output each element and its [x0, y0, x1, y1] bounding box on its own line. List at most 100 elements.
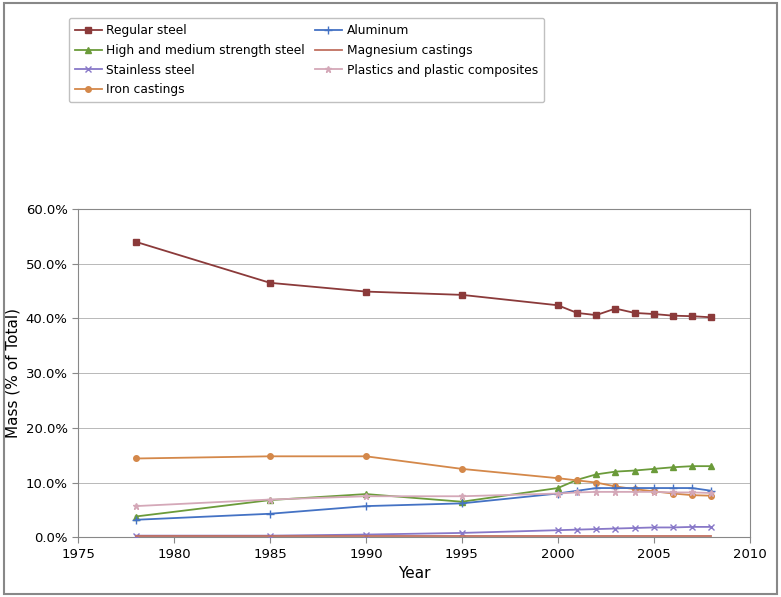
X-axis label: Year: Year — [398, 567, 430, 581]
High and medium strength steel — [457, 498, 466, 505]
Plastics and plastic composites — [687, 489, 697, 496]
Regular steel — [553, 301, 562, 309]
Aluminum — [687, 485, 697, 492]
Regular steel — [131, 238, 141, 245]
Regular steel — [362, 288, 371, 295]
Line: High and medium strength steel: High and medium strength steel — [133, 463, 714, 519]
Iron castings — [591, 479, 601, 486]
High and medium strength steel — [687, 463, 697, 470]
Iron castings — [649, 488, 658, 495]
Aluminum — [553, 490, 562, 497]
Line: Iron castings: Iron castings — [133, 454, 714, 498]
Iron castings — [669, 490, 678, 497]
Iron castings — [630, 485, 640, 493]
Legend: Regular steel, High and medium strength steel, Stainless steel, Iron castings, A: Regular steel, High and medium strength … — [69, 18, 544, 103]
Plastics and plastic composites — [707, 490, 716, 497]
Stainless steel — [572, 526, 582, 533]
Aluminum — [572, 487, 582, 494]
Magnesium castings — [707, 533, 716, 540]
Magnesium castings — [649, 533, 658, 540]
High and medium strength steel — [707, 463, 716, 470]
Plastics and plastic composites — [457, 493, 466, 500]
Regular steel — [707, 313, 716, 321]
Plastics and plastic composites — [630, 488, 640, 496]
Aluminum — [630, 485, 640, 492]
Magnesium castings — [630, 533, 640, 540]
Aluminum — [266, 510, 275, 518]
Stainless steel — [457, 530, 466, 537]
Stainless steel — [553, 527, 562, 534]
Magnesium castings — [362, 533, 371, 540]
Line: Regular steel: Regular steel — [133, 239, 714, 320]
Plastics and plastic composites — [649, 488, 658, 496]
Plastics and plastic composites — [362, 493, 371, 500]
Line: Plastics and plastic composites: Plastics and plastic composites — [132, 488, 715, 510]
Stainless steel — [362, 531, 371, 538]
Magnesium castings — [266, 533, 275, 540]
Iron castings — [362, 453, 371, 460]
Aluminum — [457, 500, 466, 507]
Magnesium castings — [572, 533, 582, 540]
Regular steel — [591, 312, 601, 319]
High and medium strength steel — [572, 476, 582, 484]
High and medium strength steel — [553, 485, 562, 492]
Line: Aluminum: Aluminum — [131, 484, 715, 524]
High and medium strength steel — [669, 464, 678, 471]
Regular steel — [266, 279, 275, 287]
Stainless steel — [131, 532, 141, 539]
Plastics and plastic composites — [572, 489, 582, 496]
Magnesium castings — [591, 533, 601, 540]
Regular steel — [572, 309, 582, 316]
Regular steel — [457, 291, 466, 298]
Plastics and plastic composites — [131, 503, 141, 510]
Plastics and plastic composites — [611, 488, 620, 496]
Iron castings — [457, 465, 466, 472]
Regular steel — [687, 313, 697, 320]
Magnesium castings — [669, 533, 678, 540]
Magnesium castings — [687, 533, 697, 540]
Line: Stainless steel: Stainless steel — [132, 524, 715, 539]
Stainless steel — [266, 532, 275, 539]
High and medium strength steel — [362, 491, 371, 498]
Aluminum — [707, 487, 716, 494]
Stainless steel — [649, 524, 658, 531]
Magnesium castings — [553, 533, 562, 540]
Iron castings — [553, 475, 562, 482]
Stainless steel — [611, 525, 620, 532]
Magnesium castings — [611, 533, 620, 540]
Aluminum — [591, 485, 601, 492]
Y-axis label: Mass (% of Total): Mass (% of Total) — [5, 308, 20, 438]
Stainless steel — [591, 525, 601, 533]
Magnesium castings — [457, 533, 466, 540]
Magnesium castings — [131, 533, 141, 540]
Iron castings — [572, 477, 582, 484]
Plastics and plastic composites — [553, 490, 562, 497]
Stainless steel — [707, 524, 716, 531]
High and medium strength steel — [630, 467, 640, 474]
Aluminum — [649, 485, 658, 492]
Stainless steel — [669, 524, 678, 531]
Stainless steel — [687, 524, 697, 531]
Iron castings — [611, 483, 620, 490]
Aluminum — [362, 503, 371, 510]
Regular steel — [669, 312, 678, 319]
Plastics and plastic composites — [591, 488, 601, 496]
Iron castings — [131, 455, 141, 462]
Regular steel — [611, 305, 620, 312]
Aluminum — [131, 516, 141, 524]
High and medium strength steel — [649, 465, 658, 472]
Plastics and plastic composites — [669, 489, 678, 496]
Regular steel — [630, 309, 640, 316]
Iron castings — [707, 492, 716, 499]
Stainless steel — [630, 524, 640, 531]
Plastics and plastic composites — [266, 496, 275, 503]
High and medium strength steel — [266, 497, 275, 504]
Iron castings — [266, 453, 275, 460]
High and medium strength steel — [591, 471, 601, 478]
Aluminum — [611, 485, 620, 492]
Regular steel — [649, 310, 658, 318]
Aluminum — [669, 485, 678, 492]
High and medium strength steel — [131, 513, 141, 520]
Iron castings — [687, 491, 697, 498]
High and medium strength steel — [611, 468, 620, 475]
